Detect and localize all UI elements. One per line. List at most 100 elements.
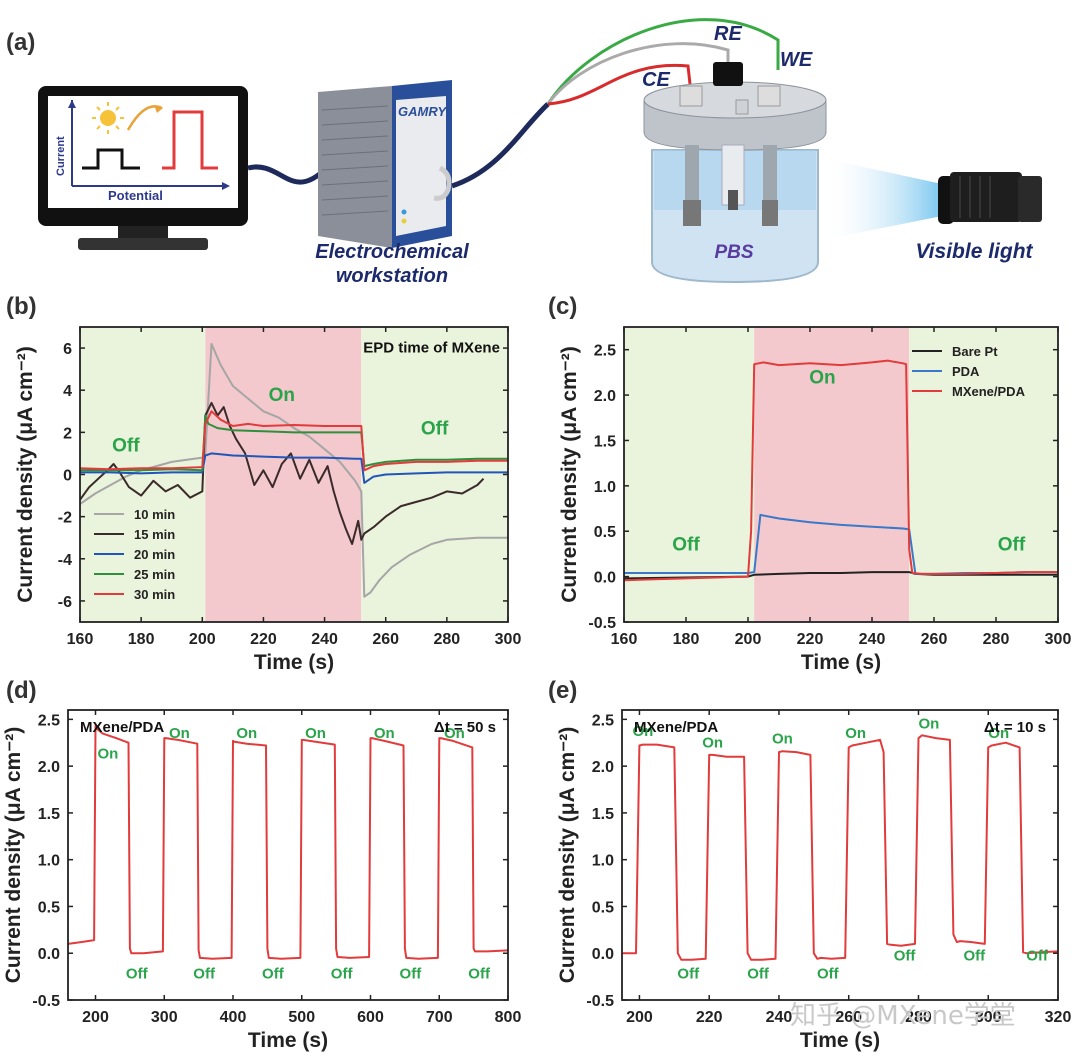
we-label: WE <box>780 49 813 71</box>
cell-cable <box>451 102 550 189</box>
annotation-on: On <box>169 725 190 742</box>
panel-letter-d: (d) <box>6 677 37 704</box>
x-axis-title: Time (s) <box>248 1029 328 1052</box>
series-line-10-min <box>79 342 508 598</box>
annotation-on: On <box>97 746 118 763</box>
x-tick-label: 300 <box>495 631 522 648</box>
x-tick-label: 220 <box>696 1009 723 1026</box>
y-tick-label: 1.5 <box>38 806 60 823</box>
x-tick-label: 160 <box>67 631 94 648</box>
x-tick-label: 220 <box>250 631 277 648</box>
annotation-off: Off <box>677 965 700 982</box>
electrochemical-workstation: GAMRY Electrochemical workstation <box>315 80 469 287</box>
x-tick-label: 240 <box>859 631 886 648</box>
y-tick-label: 4 <box>63 383 72 400</box>
series-title: MXene/PDA <box>80 719 164 736</box>
x-tick-label: 180 <box>128 631 155 648</box>
y-tick-label: 2.0 <box>38 759 60 776</box>
legend-label: PDA <box>952 364 980 379</box>
y-tick-label: 1.0 <box>594 479 616 496</box>
x-tick-label: 320 <box>1045 1009 1072 1026</box>
legend-label: 25 min <box>134 567 175 582</box>
y-tick-label: -0.5 <box>586 993 614 1010</box>
y-tick-label: 1.5 <box>592 806 614 823</box>
y-tick-label: 0 <box>63 468 72 485</box>
y-tick-label: -0.5 <box>588 615 616 632</box>
series-line-15-min <box>79 401 485 545</box>
series-title: MXene/PDA <box>634 719 718 736</box>
series-line-mxene-pda <box>623 359 1058 582</box>
x-tick-label: 800 <box>495 1009 522 1026</box>
annotation-off: Off <box>1026 948 1049 965</box>
y-tick-label: 1.0 <box>592 853 614 870</box>
annotation-on: On <box>809 367 835 388</box>
legend-label: MXene/PDA <box>952 384 1026 399</box>
series-line-20-min <box>80 452 508 484</box>
monitor-current-label: Current <box>55 136 67 176</box>
annotation-on: On <box>374 725 395 742</box>
x-tick-label: 280 <box>983 631 1010 648</box>
x-axis-title: Time (s) <box>800 1029 880 1052</box>
y-tick-label: 1.5 <box>594 433 616 450</box>
shaded-region <box>205 327 362 622</box>
x-tick-label: 160 <box>611 631 638 648</box>
annotation-off: Off <box>747 965 770 982</box>
shaded-region <box>80 327 206 622</box>
y-axis-title: Current density (μA cm⁻²) <box>14 346 37 603</box>
x-tick-label: 300 <box>151 1009 178 1026</box>
annotation-off: Off <box>998 534 1026 555</box>
annotation-off: Off <box>193 965 216 982</box>
annotation-off: Off <box>817 965 840 982</box>
chart-b: 160 180 200 220 240 260 280 300 -6 -4 -2 0 2 4 6 Time (… <box>14 326 522 674</box>
electrochemical-cell: PBS <box>643 62 827 284</box>
plot-frame <box>623 326 1059 623</box>
annotation-on: On <box>845 725 866 742</box>
x-tick-label: 200 <box>735 631 762 648</box>
x-tick-label: 200 <box>82 1009 109 1026</box>
legend-label: 20 min <box>134 547 175 562</box>
annotation-off: Off <box>468 965 491 982</box>
monitor-screen <box>48 96 238 208</box>
x-tick-label: 260 <box>372 631 399 648</box>
gamry-logo: GAMRY <box>398 104 447 119</box>
annotation-off: Off <box>963 948 986 965</box>
annotation-epd-time-of-mxene: EPD time of MXene <box>363 339 500 356</box>
annotation-off: Off <box>421 418 449 439</box>
plot-frame <box>67 709 509 1001</box>
x-tick-label: 200 <box>189 631 216 648</box>
panel-letter-c: (c) <box>548 293 577 320</box>
panel-letter-b: (b) <box>6 293 37 320</box>
series-line-25-min <box>80 414 508 472</box>
panel-a: (a) Current Potential <box>6 18 1042 287</box>
y-axis-title: Current density (μA cm⁻²) <box>558 346 581 603</box>
chart-e: 200 220 240 260 280 300 320 -0.5 0.0 0.5 1.0 1.5 2.0… <box>556 709 1072 1052</box>
x-tick-label: 300 <box>1045 631 1072 648</box>
series-line-mxene-pda <box>622 734 1059 961</box>
legend-label: 10 min <box>134 507 175 522</box>
annotation-off: Off <box>112 435 140 456</box>
y-axis-title: Current density (μA cm⁻²) <box>2 727 25 984</box>
interval-label: Δt = 10 s <box>984 719 1046 736</box>
annotation-off: Off <box>331 965 354 982</box>
light-pulse-icon <box>162 110 218 170</box>
y-tick-label: -4 <box>58 552 72 569</box>
y-tick-label: 0.5 <box>592 899 614 916</box>
series-line-30-min <box>79 410 508 472</box>
monitor-potential-label: Potential <box>108 188 163 203</box>
series-line-mxene-pda <box>67 724 509 960</box>
x-tick-label: 300 <box>975 1009 1002 1026</box>
x-tick-label: 280 <box>905 1009 932 1026</box>
y-tick-label: 2.5 <box>38 712 60 729</box>
visible-light-label: Visible light <box>915 240 1033 263</box>
annotation-on: On <box>702 734 723 751</box>
y-tick-label: -0.5 <box>32 993 60 1010</box>
annotation-on: On <box>269 385 295 406</box>
workstation-caption-line2: workstation <box>336 265 448 287</box>
x-axis-title: Time (s) <box>254 651 334 674</box>
annotation-on: On <box>772 731 793 748</box>
y-tick-label: 6 <box>63 341 72 358</box>
y-tick-label: -6 <box>58 594 72 611</box>
y-tick-label: 0.5 <box>594 524 616 541</box>
monitor-illustration: Current Potential <box>38 86 248 250</box>
annotation-on: On <box>236 725 257 742</box>
